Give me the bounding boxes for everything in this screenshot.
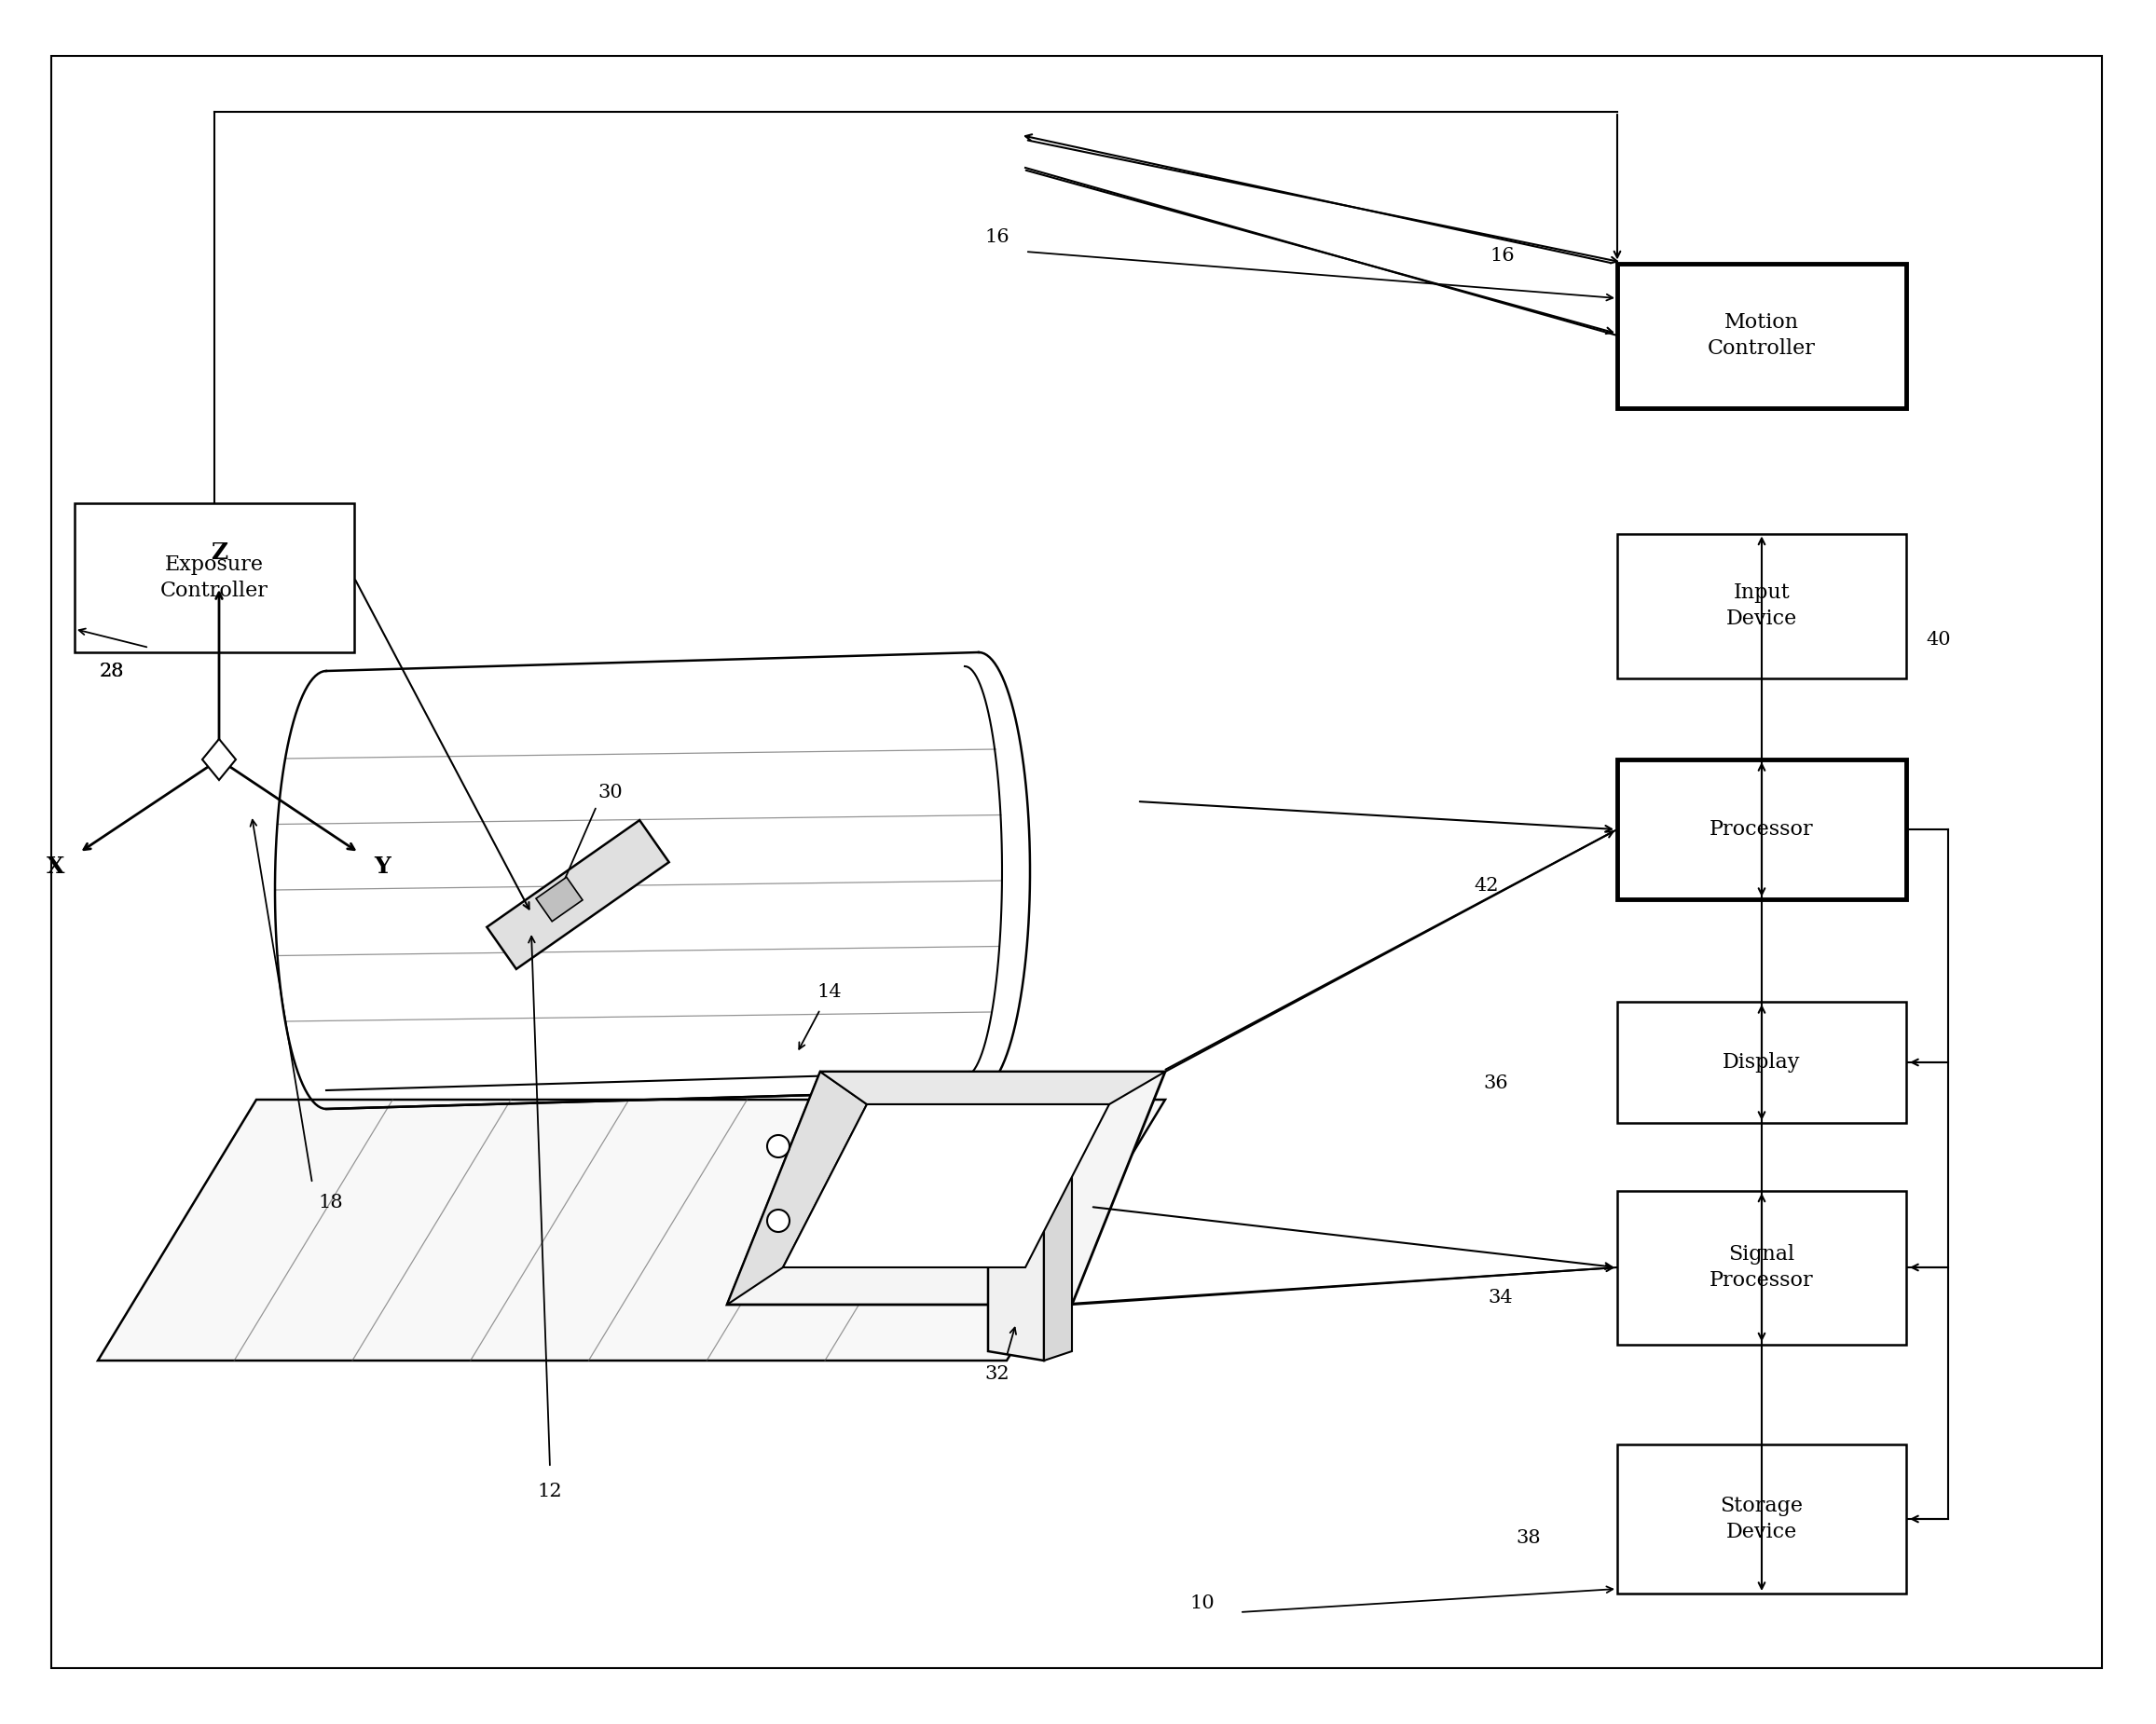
Polygon shape xyxy=(783,1105,1108,1267)
Polygon shape xyxy=(727,1072,867,1305)
Bar xyxy=(1617,1445,1906,1593)
Bar xyxy=(1617,1002,1906,1122)
Polygon shape xyxy=(1044,1136,1072,1360)
Text: X: X xyxy=(47,855,65,878)
Text: 14: 14 xyxy=(817,984,843,1002)
Bar xyxy=(1617,533,1906,678)
Circle shape xyxy=(768,1210,789,1233)
Text: Storage
Device: Storage Device xyxy=(1720,1495,1802,1543)
Text: Display: Display xyxy=(1723,1052,1800,1072)
Polygon shape xyxy=(727,1072,1164,1305)
Circle shape xyxy=(768,1134,789,1157)
Text: 40: 40 xyxy=(1927,631,1951,648)
Text: 28: 28 xyxy=(99,662,125,679)
Text: Z: Z xyxy=(211,541,229,564)
Text: Motion
Controller: Motion Controller xyxy=(1708,312,1815,359)
Text: Exposure
Controller: Exposure Controller xyxy=(160,553,267,602)
Polygon shape xyxy=(987,1136,1044,1360)
Text: 16: 16 xyxy=(1490,248,1516,265)
Text: 38: 38 xyxy=(1516,1529,1542,1546)
Text: 16: 16 xyxy=(985,229,1009,247)
Text: 36: 36 xyxy=(1483,1076,1509,1093)
Text: 42: 42 xyxy=(1475,876,1498,895)
Polygon shape xyxy=(537,878,582,921)
Text: Y: Y xyxy=(373,855,390,878)
Polygon shape xyxy=(487,821,668,969)
Text: 28: 28 xyxy=(99,662,125,679)
Text: Input
Device: Input Device xyxy=(1727,583,1798,629)
Text: 10: 10 xyxy=(1190,1595,1214,1612)
Polygon shape xyxy=(97,1100,1164,1360)
Text: Signal
Processor: Signal Processor xyxy=(1710,1243,1813,1291)
Text: 18: 18 xyxy=(319,1193,343,1210)
Text: 32: 32 xyxy=(985,1365,1009,1383)
Text: 30: 30 xyxy=(597,783,623,802)
Bar xyxy=(1617,264,1906,407)
Polygon shape xyxy=(203,740,235,779)
Text: 34: 34 xyxy=(1488,1290,1514,1307)
Text: 12: 12 xyxy=(537,1483,563,1500)
Polygon shape xyxy=(819,1072,1164,1105)
Bar xyxy=(1617,1191,1906,1345)
Bar xyxy=(75,503,354,652)
Text: Processor: Processor xyxy=(1710,819,1813,840)
Bar xyxy=(1617,760,1906,900)
